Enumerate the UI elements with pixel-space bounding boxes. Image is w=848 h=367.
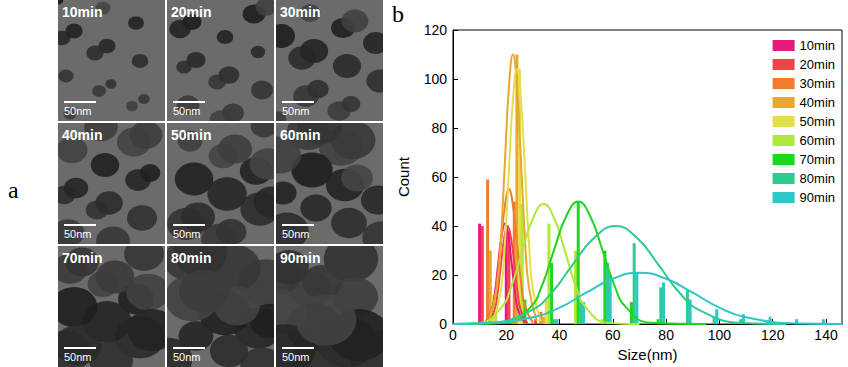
svg-text:0: 0: [449, 327, 457, 343]
svg-text:40min: 40min: [800, 95, 835, 110]
svg-text:50nm: 50nm: [173, 351, 201, 363]
svg-text:100: 100: [424, 71, 448, 87]
svg-text:90min: 90min: [280, 250, 320, 266]
svg-text:30min: 30min: [280, 4, 320, 20]
svg-text:70min: 70min: [62, 250, 102, 266]
svg-text:50nm: 50nm: [173, 228, 201, 240]
svg-text:80: 80: [658, 327, 674, 343]
svg-text:50nm: 50nm: [64, 105, 92, 117]
svg-text:50nm: 50nm: [64, 228, 92, 240]
svg-text:60: 60: [431, 169, 447, 185]
svg-text:10min: 10min: [800, 38, 835, 53]
svg-text:20: 20: [431, 267, 447, 283]
svg-text:100: 100: [708, 327, 732, 343]
svg-text:120: 120: [761, 327, 785, 343]
svg-text:50nm: 50nm: [282, 228, 310, 240]
svg-text:10min: 10min: [62, 4, 102, 20]
svg-text:50nm: 50nm: [282, 105, 310, 117]
svg-text:60: 60: [605, 327, 621, 343]
svg-text:20: 20: [498, 327, 514, 343]
svg-text:90min: 90min: [800, 190, 835, 205]
svg-text:50nm: 50nm: [64, 351, 92, 363]
svg-text:Count: Count: [395, 156, 412, 197]
svg-text:50nm: 50nm: [173, 105, 201, 117]
svg-text:40: 40: [552, 327, 568, 343]
svg-text:70min: 70min: [800, 152, 835, 167]
svg-text:120: 120: [424, 22, 448, 38]
svg-text:20min: 20min: [800, 57, 835, 72]
svg-text:50nm: 50nm: [282, 351, 310, 363]
svg-text:60min: 60min: [280, 127, 320, 143]
svg-text:80: 80: [431, 120, 447, 136]
svg-text:140: 140: [814, 327, 838, 343]
svg-text:20min: 20min: [171, 4, 211, 20]
html-text:b: b: [392, 1, 404, 27]
svg-text:80min: 80min: [800, 171, 835, 186]
svg-text:40min: 40min: [62, 127, 102, 143]
svg-text:40: 40: [431, 218, 447, 234]
svg-text:Size(nm): Size(nm): [617, 346, 677, 363]
svg-text:80min: 80min: [171, 250, 211, 266]
svg-text:50min: 50min: [171, 127, 211, 143]
svg-text:30min: 30min: [800, 76, 835, 91]
svg-text:a: a: [8, 177, 19, 203]
svg-text:50min: 50min: [800, 114, 835, 129]
svg-text:60min: 60min: [800, 133, 835, 148]
svg-text:0: 0: [439, 316, 447, 332]
